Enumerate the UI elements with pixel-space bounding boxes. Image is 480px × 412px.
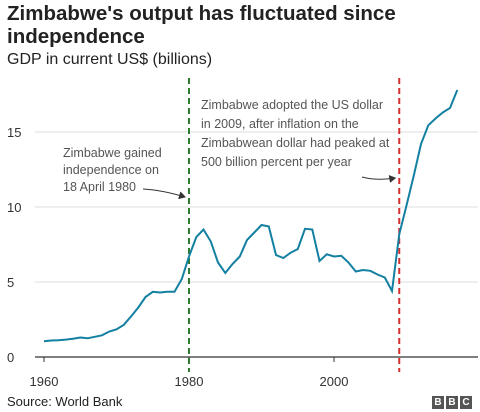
x-tick-label: 1980	[175, 374, 204, 389]
x-tick-label: 2000	[320, 374, 349, 389]
annotation-arrow-independence	[142, 188, 186, 200]
y-axis-ticks: 0 5 10 15	[7, 125, 21, 365]
annotation-arrow-dollar	[361, 175, 397, 183]
gridlines	[35, 131, 478, 358]
annotation-independence-line: independence on	[63, 163, 159, 177]
logo-letter: B	[446, 396, 458, 409]
y-tick-label: 0	[7, 350, 14, 365]
annotation-independence-line: 18 April 1980	[63, 180, 136, 194]
annotation-dollar-line: 500 billion percent per year	[201, 155, 352, 169]
annotation-independence-line: Zimbabwe gained	[63, 146, 162, 160]
y-tick-label: 5	[7, 275, 14, 290]
series-line-gdp	[43, 89, 459, 343]
x-tick-label: 1960	[30, 374, 59, 389]
annotation-dollar-line: Zimbabwean dollar had peaked at	[201, 136, 390, 150]
chart-title: Zimbabwe's output has fluctuated since i…	[7, 2, 396, 48]
chart-subtitle: GDP in current US$ (billions)	[7, 51, 213, 68]
source-note: Source: World Bank	[7, 394, 123, 409]
logo-letter: C	[460, 396, 472, 409]
logo-letter: B	[432, 396, 444, 409]
annotation-dollar-line: in 2009, after inflation on the	[201, 117, 359, 131]
y-tick-label: 10	[7, 200, 21, 215]
event-markers	[188, 78, 401, 372]
bbc-logo: B B C	[432, 396, 472, 409]
annotation-dollar-line: Zimbabwe adopted the US dollar	[201, 98, 383, 112]
annotations: Zimbabwe gained independence on 18 April 1…	[63, 98, 397, 200]
y-tick-label: 15	[7, 125, 21, 140]
